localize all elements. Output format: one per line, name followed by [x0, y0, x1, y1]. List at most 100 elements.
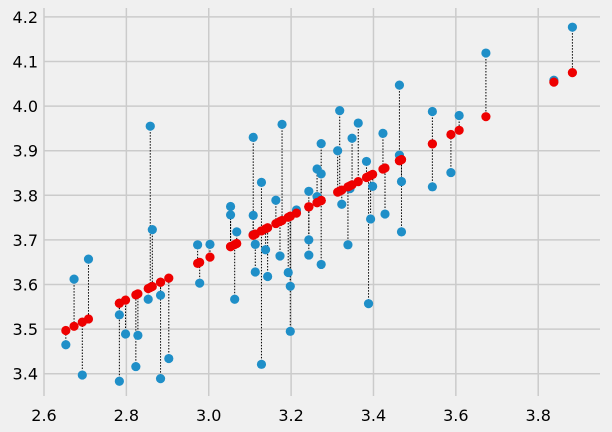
observed-point — [304, 235, 314, 245]
observed-point — [446, 167, 456, 178]
fitted-points — [61, 68, 578, 336]
fitted-point — [133, 289, 143, 299]
observed-point — [193, 240, 203, 250]
observed-point — [195, 278, 205, 288]
observed-point — [353, 118, 363, 128]
observed-point — [427, 182, 437, 192]
fitted-point — [454, 125, 464, 135]
fitted-point — [549, 77, 559, 87]
observed-point — [380, 209, 390, 219]
fitted-point — [164, 273, 174, 283]
x-tick-label: 2.6 — [31, 406, 56, 425]
fitted-point — [61, 325, 71, 336]
observed-point — [164, 353, 174, 364]
x-tick-label: 3.8 — [525, 406, 550, 425]
fitted-point — [481, 112, 491, 122]
observed-point — [454, 110, 464, 121]
fitted-point — [205, 252, 215, 262]
observed-point — [205, 239, 215, 249]
fitted-point — [195, 257, 205, 267]
observed-point — [427, 106, 437, 117]
fitted-point — [304, 202, 314, 212]
fitted-point — [69, 321, 79, 331]
fitted-point — [232, 238, 242, 249]
observed-point — [260, 245, 271, 255]
observed-point — [248, 210, 258, 220]
fitted-point — [120, 295, 131, 305]
observed-point — [363, 299, 374, 309]
observed-point — [316, 259, 326, 270]
observed-point — [337, 199, 347, 209]
fitted-point — [291, 208, 302, 218]
observed-point — [225, 210, 236, 220]
observed-point — [155, 374, 166, 384]
x-tick-labels: 2.6 2.8 3.0 3.2 3.4 3.6 3.8 — [31, 406, 551, 425]
residual-lines — [65, 27, 573, 382]
observed-point — [368, 181, 378, 191]
x-tick-label: 3.6 — [443, 406, 468, 425]
observed-point — [248, 132, 258, 142]
y-tick-label: 4.1 — [13, 53, 38, 72]
y-tick-label: 3.9 — [13, 142, 38, 161]
observed-point — [304, 186, 314, 196]
observed-point — [143, 294, 153, 304]
observed-point — [277, 119, 287, 129]
fitted-point — [316, 195, 326, 206]
observed-point — [131, 361, 141, 372]
x-tick-label: 3.2 — [278, 406, 303, 425]
observed-point — [230, 294, 240, 304]
y-tick-label: 4.0 — [13, 97, 38, 116]
observed-point — [271, 195, 281, 205]
fitted-point — [155, 277, 166, 287]
observed-point — [394, 80, 405, 90]
fitted-point — [446, 129, 456, 140]
observed-point — [232, 227, 242, 237]
observed-point — [304, 250, 314, 260]
fitted-point — [396, 155, 407, 165]
observed-point — [378, 128, 388, 138]
x-tick-label: 3.4 — [361, 406, 386, 425]
y-tick-labels: 3.4 3.5 3.6 3.7 3.8 3.9 4.0 4.1 4.2 — [13, 8, 38, 384]
observed-point — [285, 326, 295, 336]
y-tick-label: 3.7 — [13, 231, 38, 250]
observed-point — [361, 156, 372, 167]
observed-point — [145, 121, 155, 131]
y-tick-label: 3.6 — [13, 276, 38, 295]
observed-point — [147, 225, 157, 235]
fitted-point — [368, 169, 378, 179]
observed-point — [316, 138, 326, 149]
observed-point — [114, 376, 124, 386]
observed-point — [396, 176, 407, 187]
observed-point — [283, 267, 293, 278]
observed-point — [120, 329, 131, 339]
fitted-point — [380, 163, 390, 173]
observed-point — [316, 169, 326, 179]
observed-point — [365, 214, 376, 224]
y-tick-label: 4.2 — [13, 8, 38, 27]
observed-point — [285, 281, 295, 291]
observed-point — [61, 340, 71, 350]
observed-point — [396, 227, 407, 237]
observed-point — [343, 240, 353, 250]
x-tick-label: 3.0 — [196, 406, 221, 425]
observed-point — [567, 22, 578, 32]
observed-point — [250, 267, 260, 277]
observed-point — [333, 146, 343, 156]
y-tick-label: 3.8 — [13, 186, 38, 205]
fitted-point — [83, 314, 94, 324]
observed-point — [275, 251, 285, 261]
grid — [43, 8, 600, 396]
fitted-point — [263, 223, 273, 233]
observed-point — [347, 133, 357, 143]
observed-point — [263, 271, 273, 282]
fitted-point — [567, 68, 578, 78]
observed-point — [481, 48, 491, 58]
observed-point — [256, 359, 267, 369]
observed-point — [69, 274, 79, 284]
fitted-point — [427, 139, 437, 149]
y-tick-label: 3.4 — [13, 365, 38, 384]
fitted-point — [147, 281, 157, 292]
observed-point — [83, 254, 94, 264]
